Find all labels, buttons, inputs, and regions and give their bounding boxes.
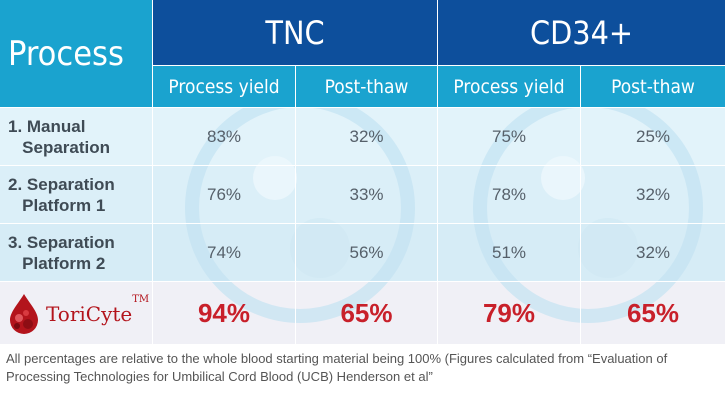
tnc-header: TNC: [153, 0, 437, 65]
process-header: Process: [0, 0, 152, 107]
table-cell: 78%: [491, 184, 527, 204]
toticyte-tnc-process-yield: 94%: [197, 297, 251, 328]
table-cell: 32%: [349, 126, 384, 146]
table-cell: 32%: [635, 184, 671, 204]
toticyte-cd34-post-thaw: 65%: [626, 297, 680, 328]
table-cell: 51%: [491, 242, 527, 262]
table-cell: 83%: [206, 126, 242, 146]
toticyte-tnc-post-thaw: 65%: [340, 297, 393, 328]
table-cell: 76%: [206, 184, 242, 204]
column-divider: [580, 66, 581, 344]
table-cell: 75%: [491, 126, 527, 146]
column-divider: [152, 0, 153, 344]
row-divider: [0, 165, 725, 166]
column-divider: [295, 66, 296, 344]
row-divider: [0, 107, 725, 108]
toticyte-cd34-process-yield: 79%: [482, 297, 536, 328]
row-label-separation-platform-1: 2. Separation Platform 1: [8, 174, 115, 215]
row-divider: [153, 65, 725, 66]
cd34-post-thaw-header: Post-thaw: [581, 66, 725, 107]
row-label-separation-platform-2: 3. Separation Platform 2: [8, 232, 115, 273]
cd34-process-yield-header: Process yield: [438, 66, 580, 107]
row-divider: [0, 281, 725, 282]
tnc-process-yield-header: Process yield: [153, 66, 295, 107]
table-cell: 56%: [349, 242, 384, 262]
row-divider: [0, 223, 725, 224]
table-cell: 74%: [206, 242, 242, 262]
table-cell: 33%: [349, 184, 384, 204]
footnote: All percentages are relative to the whol…: [6, 351, 668, 384]
cd34-header: CD34+: [438, 0, 725, 65]
comparison-table: Process TNC CD34+ Process yield Post-tha…: [0, 0, 725, 344]
toticyte-brand: ToriCyteTM: [46, 294, 150, 326]
tnc-post-thaw-header: Post-thaw: [296, 66, 437, 107]
table-cell: 32%: [635, 242, 671, 262]
row-label-manual-separation: 1. Manual Separation: [8, 116, 111, 157]
column-divider: [437, 0, 438, 344]
table-cell: 25%: [635, 126, 671, 146]
toticyte-logo: ToriCyteTM: [6, 290, 152, 338]
blood-drop-icon: [10, 294, 38, 334]
